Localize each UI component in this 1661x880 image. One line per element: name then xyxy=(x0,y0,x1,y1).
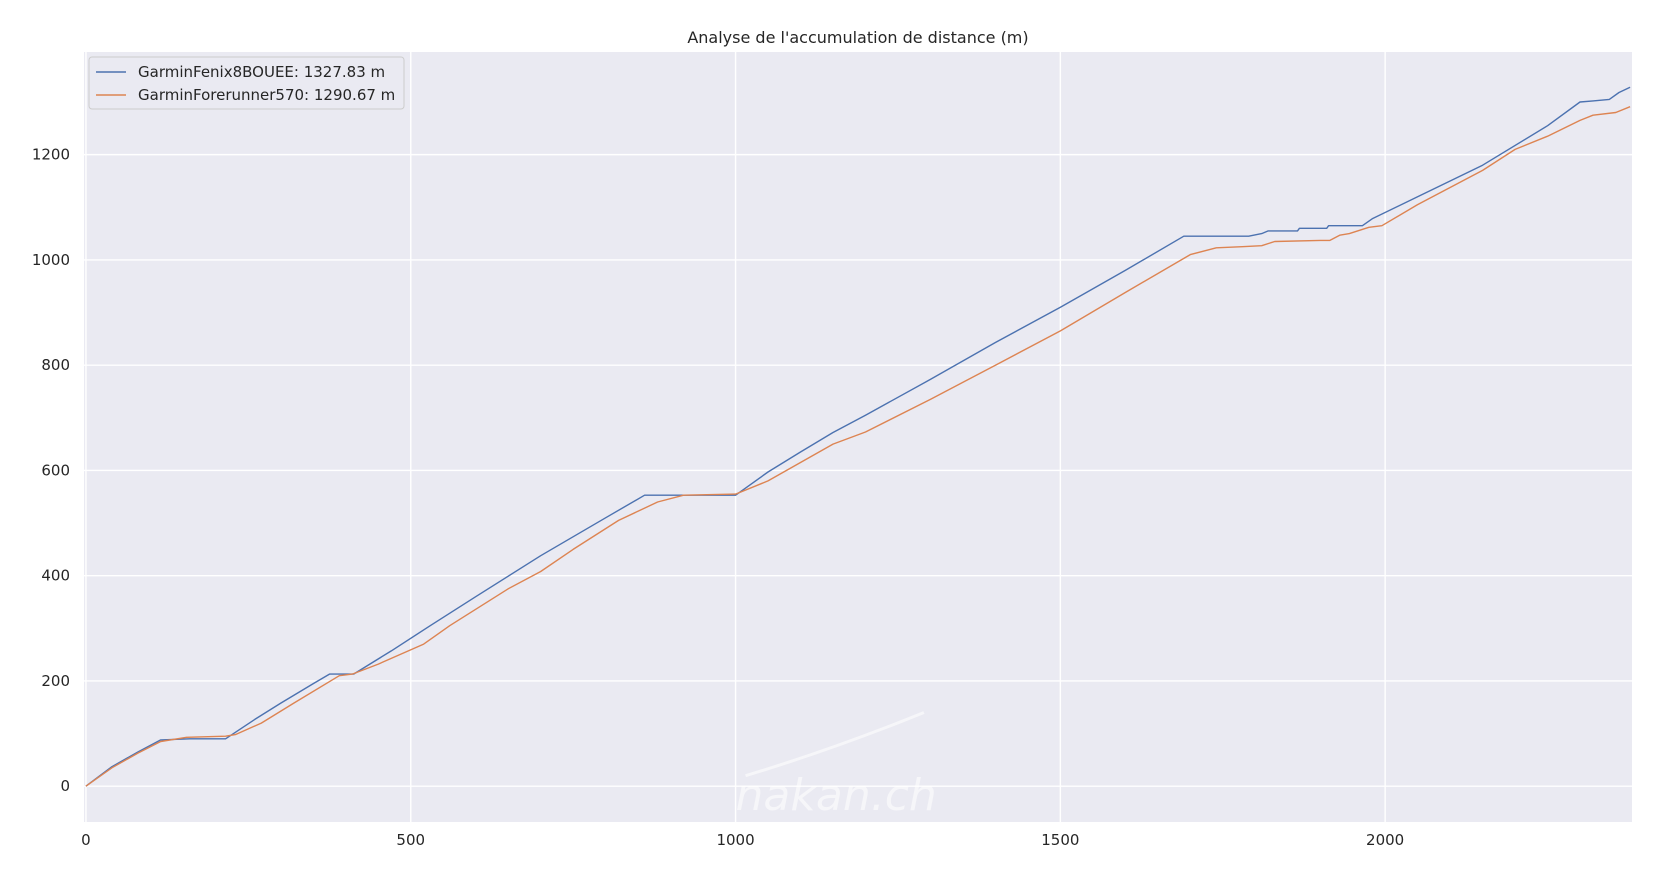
series-line-2 xyxy=(85,106,1631,787)
watermark: nakan.ch xyxy=(736,711,937,821)
chart-title: Analyse de l'accumulation de distance (m… xyxy=(687,28,1028,47)
y-tick-label: 1000 xyxy=(32,251,70,269)
x-tick-label: 500 xyxy=(396,831,425,849)
y-tick-label: 400 xyxy=(41,567,70,585)
watermark-swoosh xyxy=(745,711,925,778)
grid xyxy=(84,52,1632,822)
x-tick-label: 2000 xyxy=(1366,831,1404,849)
series-line-1 xyxy=(85,86,1631,787)
tick-labels: 0 500 1000 1500 2000 0 200 400 600 800 1000 1200 xyxy=(32,146,1404,849)
y-tick-label: 0 xyxy=(60,777,70,795)
plot-background xyxy=(84,52,1632,822)
y-tick-label: 600 xyxy=(41,461,70,479)
legend: GarminFenix8BOUEE: 1327.83 m GarminForeru… xyxy=(88,56,405,110)
x-tick-label: 1000 xyxy=(716,831,754,849)
x-tick-label: 0 xyxy=(81,831,91,849)
legend-label-1: GarminFenix8BOUEE: 1327.83 m xyxy=(138,63,385,81)
series-layer xyxy=(85,86,1631,787)
watermark-text: nakan.ch xyxy=(736,770,937,821)
y-tick-label: 1200 xyxy=(32,146,70,164)
legend-box xyxy=(88,56,405,110)
y-tick-label: 800 xyxy=(41,356,70,374)
x-tick-label: 1500 xyxy=(1041,831,1079,849)
legend-label-2: GarminForerunner570: 1290.67 m xyxy=(138,86,395,104)
y-tick-label: 200 xyxy=(41,672,70,690)
